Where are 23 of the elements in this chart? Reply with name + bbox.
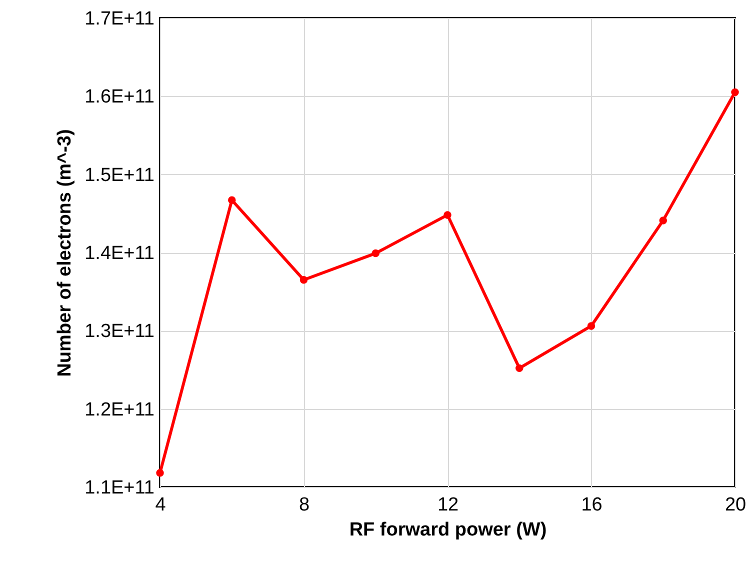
point <box>516 364 524 372</box>
y-tick-label: 1.2E+11 <box>84 399 154 420</box>
x-tick-label: 4 <box>155 494 166 516</box>
point <box>587 322 596 330</box>
x-tick-label: 8 <box>298 494 310 516</box>
point <box>300 276 308 284</box>
point <box>659 216 667 224</box>
y-tick-label: 1.4E+11 <box>84 243 154 264</box>
x-tick-label: 16 <box>581 494 602 516</box>
point <box>372 249 380 258</box>
point <box>444 211 452 219</box>
x-tick-label: 20 <box>724 494 746 516</box>
y-tick-label: 1.7E+11 <box>84 8 154 30</box>
y-tick-label: 1.1E+11 <box>84 478 154 498</box>
y-tick-label: 1.5E+11 <box>84 164 154 186</box>
y-tick-label: 1.3E+11 <box>84 321 154 342</box>
y-axis-title: Number of electrons (m^-3) <box>54 129 76 377</box>
point <box>731 88 739 96</box>
x-tick-label: 12 <box>437 494 459 516</box>
x-axis-title: RF forward power (W) <box>349 520 547 540</box>
point <box>228 196 236 204</box>
point <box>156 469 164 477</box>
y-tick-label: 1.6E+11 <box>84 86 154 108</box>
